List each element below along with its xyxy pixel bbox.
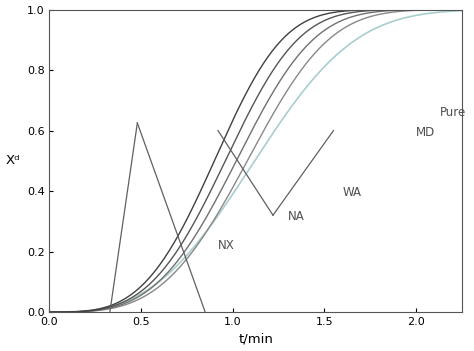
Y-axis label: Xᵈ: Xᵈ: [6, 154, 20, 167]
Text: NA: NA: [288, 210, 304, 223]
Text: WA: WA: [343, 186, 362, 199]
Text: NX: NX: [218, 239, 235, 252]
Text: MD: MD: [416, 126, 435, 139]
Text: Pure: Pure: [440, 106, 466, 119]
X-axis label: t/min: t/min: [238, 332, 273, 345]
